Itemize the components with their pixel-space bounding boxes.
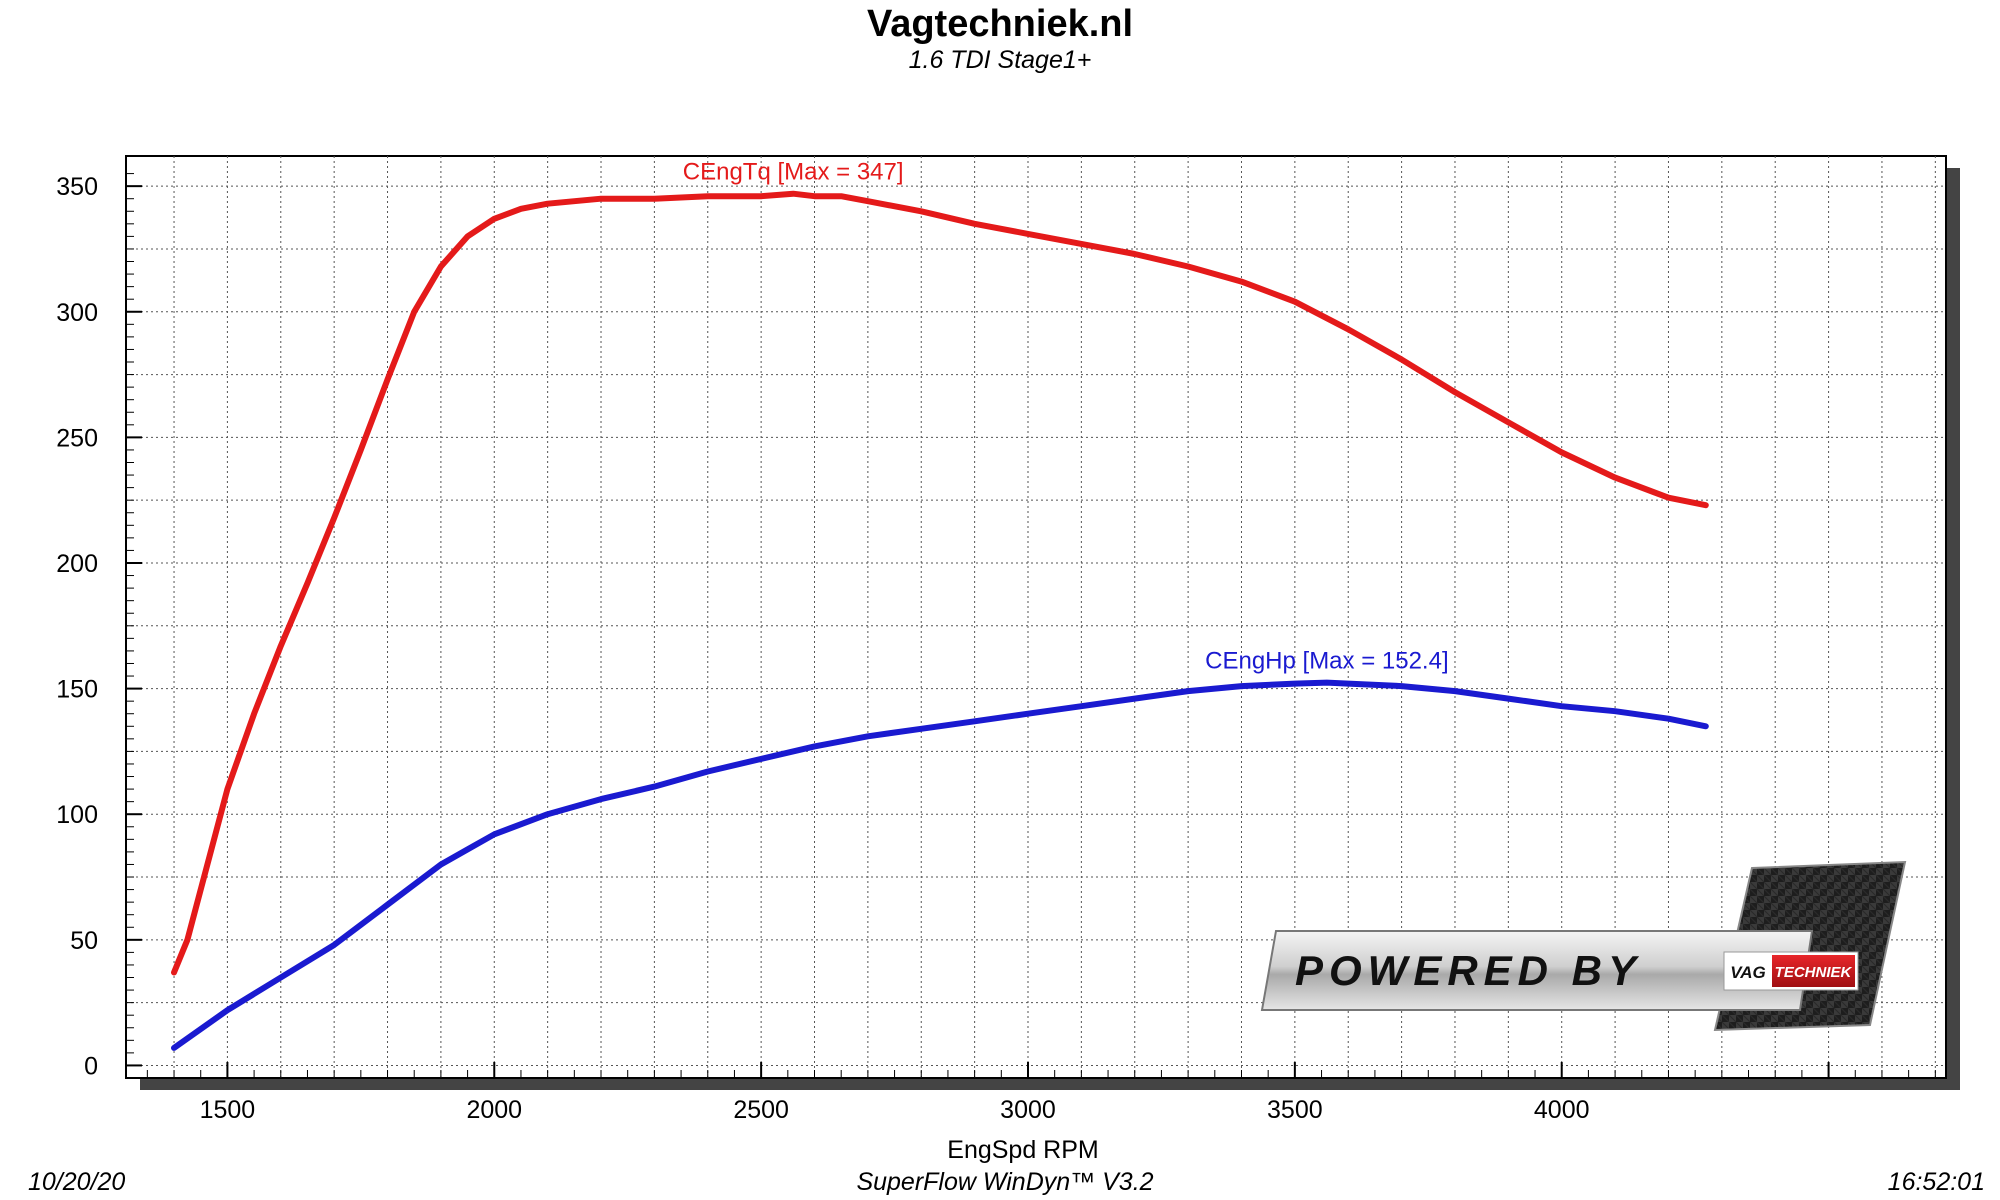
grid (126, 156, 1946, 1078)
x-axis-title: EngSpd RPM (947, 1136, 1098, 1164)
footer-time: 16:52:01 (1888, 1168, 1985, 1196)
x-tick-label: 2000 (466, 1096, 522, 1124)
x-tick-label: 2500 (733, 1096, 789, 1124)
y-tick-label: 150 (56, 676, 98, 704)
y-tick-label: 0 (84, 1052, 98, 1080)
logo-silver-banner (1260, 930, 1814, 1011)
y-tick-label: 300 (56, 299, 98, 327)
y-tick-label: 200 (56, 550, 98, 578)
x-tick-label: 3000 (1000, 1096, 1056, 1124)
series-labels: CEngTq [Max = 347] CEngHp [Max = 152.4] (683, 159, 1449, 675)
chart-title: Vagtechniek.nl (867, 3, 1133, 45)
x-tick-label: 3500 (1267, 1096, 1323, 1124)
y-tick-label: 350 (56, 173, 98, 201)
footer-date: 10/20/20 (28, 1168, 125, 1196)
chart-subtitle: 1.6 TDI Stage1+ (909, 46, 1092, 74)
y-tick-label: 50 (70, 927, 98, 955)
powered-by-text: POWERED BY (1295, 947, 1642, 994)
brand-badge-red (1772, 955, 1855, 987)
x-tick-label: 4000 (1534, 1096, 1590, 1124)
brand-right-text: TECHNIEK (1775, 964, 1853, 981)
powered-by-logo: POWERED BY VAG TECHNIEK (1260, 860, 1907, 1032)
series-label-cengtq: CEngTq [Max = 347] (683, 159, 904, 186)
footer-software: SuperFlow WinDyn™ V3.2 (856, 1168, 1153, 1196)
y-tick-label: 250 (56, 424, 98, 452)
x-tick-label: 1500 (200, 1096, 256, 1124)
series-label-cenghp: CEngHp [Max = 152.4] (1205, 648, 1448, 675)
y-tick-label: 100 (56, 801, 98, 829)
series-line-cengtq (171, 190, 1709, 976)
series-line-cenghp (171, 679, 1709, 1051)
brand-left-text: VAG (1730, 963, 1766, 982)
axis-ticks: 0 50 100 150 200 250 300 350 1500 2000 2500 3000 350… (56, 173, 1936, 1124)
plot-area (125, 155, 1947, 1079)
series-group (171, 190, 1709, 1051)
